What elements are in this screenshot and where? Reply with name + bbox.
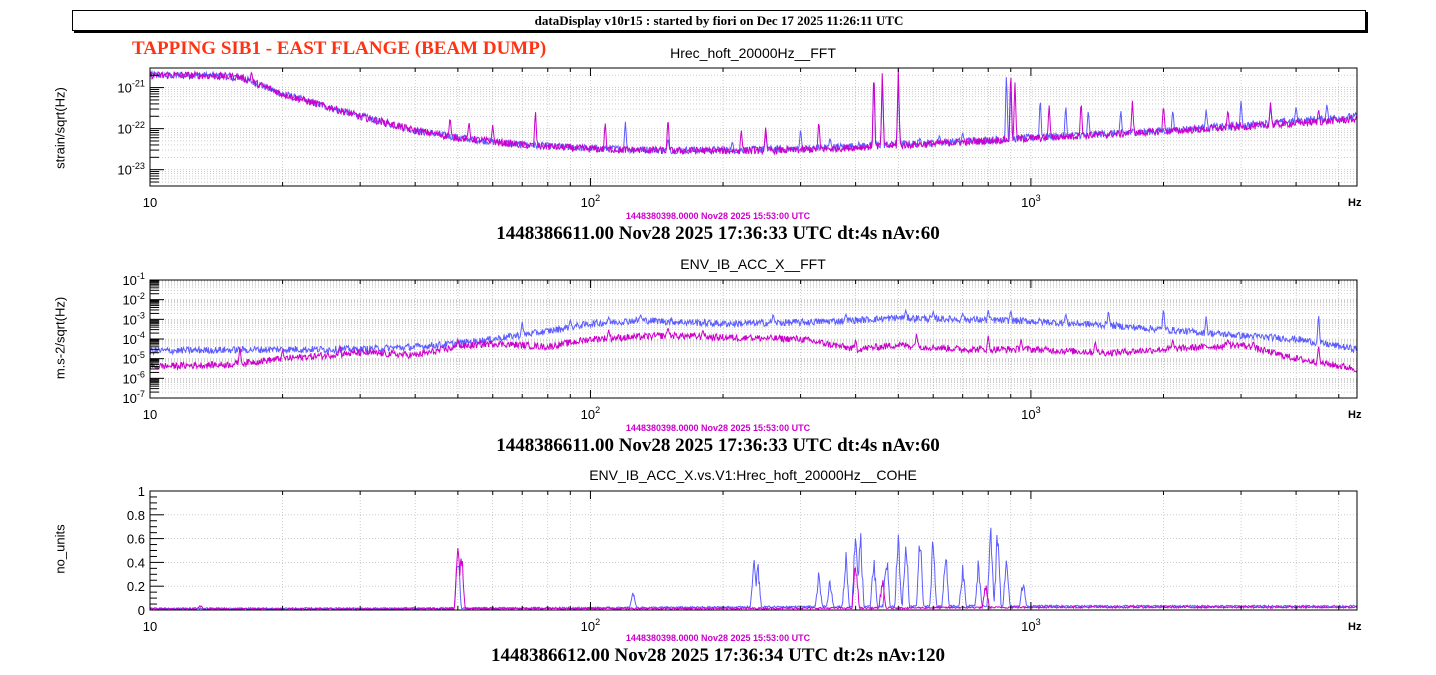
y-tick-label: 10-7 xyxy=(122,389,145,406)
y-tick-label: 10-2 xyxy=(122,291,145,308)
x-tick-label: 10 xyxy=(143,195,157,210)
x-tick-label: 102 xyxy=(581,193,601,210)
series-reference-trace xyxy=(149,69,1358,156)
chart-panel-2: 10 102 103 Hz 10-7 10-6 10-5 10-4 10-3 10-2 10-1 xyxy=(122,271,1362,422)
y-tick-label: 1 xyxy=(138,484,145,499)
plot-frame xyxy=(149,490,1358,611)
x-unit-label: Hz xyxy=(1348,621,1362,633)
x-tick-label: 103 xyxy=(1021,617,1041,634)
series-reference-trace xyxy=(149,548,1358,612)
panel-2-reference-stamp: 1448380398.0000 Nov28 2025 15:53:00 UTC xyxy=(625,423,811,433)
panel-2-current-stamp: 1448386611.00 Nov28 2025 17:36:33 UTC dt… xyxy=(496,435,940,456)
y-tick-label: 10-23 xyxy=(117,161,145,178)
chart-panel-3: 10 102 103 Hz 0 0.2 0.4 0.6 0.8 1 xyxy=(127,484,1362,634)
x-tick-label: 103 xyxy=(1021,193,1041,210)
x-tick-label: 10 xyxy=(143,407,157,422)
x-tick-label: 10 xyxy=(143,619,157,634)
panel-2-title: ENV_IB_ACC_X__FFT xyxy=(680,256,826,272)
series-current-trace xyxy=(149,527,1358,611)
panel-3-current-stamp: 1448386612.00 Nov28 2025 17:36:34 UTC dt… xyxy=(490,645,946,666)
panel-1-reference-stamp: 1448380398.0000 Nov28 2025 15:53:00 UTC xyxy=(625,211,811,221)
banner-text: dataDisplay v10r15 : started by fiori on… xyxy=(534,12,904,28)
x-unit-label: Hz xyxy=(1348,409,1362,421)
panel-1-current-stamp: 1448386611.00 Nov28 2025 17:36:33 UTC dt… xyxy=(496,223,940,244)
test-annotation: TAPPING SIB1 - EAST FLANGE (BEAM DUMP) xyxy=(132,38,547,59)
y-tick-label: 10-21 xyxy=(117,79,145,96)
series-current-trace xyxy=(149,69,1358,156)
grid-panel-1 xyxy=(149,67,1357,187)
x-unit-label: Hz xyxy=(1348,197,1362,209)
plot-frame xyxy=(149,67,1358,187)
series-reference-trace xyxy=(149,328,1358,373)
y-tick-label: 0 xyxy=(138,603,145,618)
x-tick-label: 102 xyxy=(581,617,601,634)
y-tick-label: 10-3 xyxy=(122,310,145,327)
chart-panel-1: 10 102 103 Hz 10-23 10-22 10-21 xyxy=(117,67,1362,210)
y-tick-label: 10-1 xyxy=(122,271,145,288)
y-tick-label: 10-22 xyxy=(117,120,145,137)
y-tick-label: 0.6 xyxy=(127,532,145,547)
x-tick-label: 102 xyxy=(581,405,601,422)
grid-panel-3 xyxy=(149,490,1357,611)
y-tick-label: 0.2 xyxy=(127,579,145,594)
y-tick-label: 10-6 xyxy=(122,369,145,386)
x-tick-label: 103 xyxy=(1021,405,1041,422)
y-tick-label: 0.4 xyxy=(127,555,145,570)
panel-3-reference-stamp: 1448380398.0000 Nov28 2025 15:53:00 UTC xyxy=(625,633,811,643)
grid-panel-2 xyxy=(149,279,1357,399)
y-tick-label: 10-5 xyxy=(122,350,145,367)
panel-3-title: ENV_IB_ACC_X.vs.V1:Hrec_hoft_20000Hz__CO… xyxy=(589,467,917,483)
app-banner: dataDisplay v10r15 : started by fiori on… xyxy=(72,10,1366,31)
y-tick-label: 10-4 xyxy=(122,330,145,347)
panel-1-title: Hrec_hoft_20000Hz__FFT xyxy=(670,45,836,61)
y-tick-label: 0.8 xyxy=(127,508,145,523)
